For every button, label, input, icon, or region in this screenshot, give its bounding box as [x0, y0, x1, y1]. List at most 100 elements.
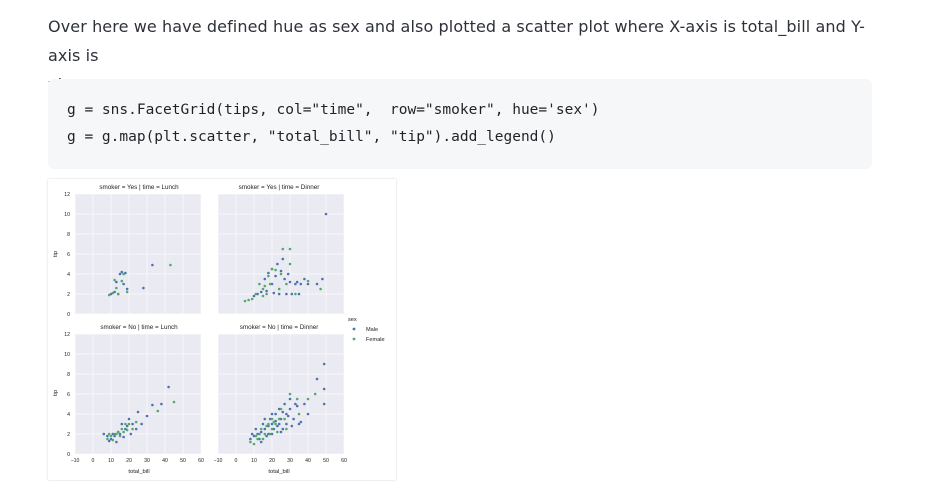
point-male: [268, 417, 272, 421]
legend-label-male: Male: [366, 327, 378, 333]
y-tick-label: 10: [64, 352, 70, 358]
point-female: [285, 282, 288, 286]
point-male: [267, 424, 270, 428]
point-male: [295, 404, 299, 408]
point-male: [270, 282, 274, 286]
point-male: [272, 291, 276, 295]
y-axis-label-top: tip: [53, 251, 59, 257]
x-tick-label: 30: [287, 458, 293, 464]
panel-title-yes-dinner: smoker = Yes | time = Dinner: [239, 184, 320, 191]
point-female: [247, 298, 250, 302]
point-male: [297, 292, 301, 296]
point-male: [167, 385, 170, 389]
y-tick-label: 6: [67, 392, 70, 398]
point-male: [259, 430, 263, 434]
point-male: [299, 282, 303, 286]
point-male: [118, 432, 122, 436]
x-tick-label: 50: [180, 458, 186, 464]
point-female: [115, 432, 118, 436]
point-female: [115, 286, 118, 290]
point-female: [258, 432, 261, 436]
point-male: [267, 271, 270, 275]
point-male: [297, 422, 301, 426]
code-line-1: g = sns.FacetGrid(tips, col="time", row=…: [67, 102, 600, 118]
point-male: [321, 277, 324, 281]
point-female: [169, 263, 172, 267]
point-male: [272, 427, 276, 431]
panel-title-no-lunch: smoker = No | time = Lunch: [100, 324, 178, 331]
point-male: [322, 362, 326, 366]
point-male: [113, 434, 116, 438]
facet-panel-1: [74, 193, 202, 315]
point-female: [113, 278, 116, 282]
point-male: [111, 432, 115, 436]
point-female: [122, 272, 125, 276]
facet-panel-4: [217, 333, 345, 455]
point-male: [256, 292, 259, 296]
x-tick-label: 60: [198, 458, 204, 464]
point-male: [140, 422, 143, 426]
point-male: [151, 403, 154, 407]
point-male: [259, 440, 263, 444]
point-male: [106, 434, 109, 438]
point-male: [136, 410, 140, 414]
point-female: [277, 287, 281, 291]
point-male: [299, 420, 303, 424]
point-male: [151, 263, 154, 267]
point-female: [172, 400, 176, 404]
point-male: [306, 412, 310, 416]
point-female: [107, 432, 111, 436]
point-male: [267, 432, 270, 436]
point-male: [283, 277, 286, 281]
point-female: [288, 262, 292, 266]
point-male: [294, 282, 297, 286]
point-female: [113, 432, 116, 436]
point-male: [142, 286, 145, 290]
point-male: [270, 412, 274, 416]
point-male: [288, 280, 292, 284]
point-female: [261, 294, 265, 298]
point-female: [120, 279, 124, 283]
point-female: [313, 392, 317, 396]
x-axis-label-right: total_bill: [268, 469, 289, 475]
point-male: [115, 440, 118, 444]
point-female: [261, 437, 265, 441]
point-male: [122, 282, 125, 286]
point-male: [102, 432, 106, 436]
point-male: [270, 422, 274, 426]
point-female: [134, 420, 138, 424]
point-female: [111, 438, 115, 442]
point-male: [281, 257, 285, 261]
point-male: [256, 432, 259, 436]
point-female: [306, 279, 310, 283]
point-male: [129, 432, 133, 436]
point-male: [294, 402, 297, 406]
description-line-1: Over here we have defined hue as sex and…: [48, 17, 865, 65]
point-male: [115, 280, 118, 284]
point-male: [290, 424, 294, 428]
point-female: [270, 417, 274, 421]
x-tick-label: 0: [235, 458, 238, 464]
y-tick-label: 12: [64, 332, 70, 338]
point-male: [120, 422, 124, 426]
point-male: [295, 280, 299, 284]
point-female: [118, 434, 122, 438]
point-male: [261, 422, 265, 426]
point-male: [279, 430, 283, 434]
point-male: [285, 412, 288, 416]
point-female: [268, 282, 272, 286]
legend-title: sex: [348, 317, 357, 323]
point-female: [116, 292, 120, 296]
point-female: [259, 427, 263, 431]
point-male: [283, 402, 286, 406]
point-female: [288, 247, 292, 251]
point-female: [272, 420, 276, 424]
point-male: [324, 212, 328, 216]
point-male: [270, 432, 274, 436]
point-male: [277, 407, 281, 411]
point-male: [160, 402, 163, 406]
point-male: [254, 427, 258, 431]
y-tick-label: 2: [67, 432, 70, 438]
point-male: [134, 427, 138, 431]
point-female: [131, 427, 134, 431]
